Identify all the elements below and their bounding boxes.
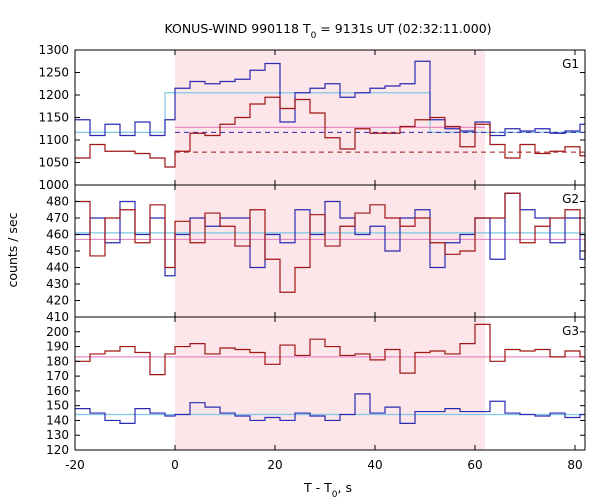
y-tick-label: 170 xyxy=(46,369,69,383)
y-tick-label: 200 xyxy=(46,325,69,339)
y-tick-label: 420 xyxy=(46,294,69,308)
panel-frame xyxy=(74,316,586,451)
panel-g2: 410 420 430 440 450 460 470 480 G2 xyxy=(46,184,586,324)
y-tick-label: 1150 xyxy=(38,111,69,125)
x-tick-label: -20 xyxy=(65,458,85,472)
y-tick-label: 140 xyxy=(46,413,69,427)
series-line xyxy=(75,192,586,293)
y-tick-label: 1100 xyxy=(38,133,69,147)
x-tick-label: 20 xyxy=(267,458,282,472)
y-tick-label: 1050 xyxy=(38,156,69,170)
y-tick-label: 460 xyxy=(46,228,69,242)
y-tick-label: 1300 xyxy=(38,43,69,57)
series-line xyxy=(75,393,585,424)
panel-label: G1 xyxy=(562,57,579,71)
y-tick-label: 480 xyxy=(46,195,69,209)
y-tick-label: 120 xyxy=(46,443,69,457)
y-tick-label: 410 xyxy=(46,310,69,324)
x-tick-label: 80 xyxy=(567,458,582,472)
y-tick-label: 1200 xyxy=(38,88,69,102)
shaded-interval xyxy=(175,185,485,317)
panel-g1: 1000 1050 1100 1150 1200 1250 1300 G1 xyxy=(38,43,586,192)
chart-title: KONUS-WIND 990118 T0 = 9131s UT (02:32:1… xyxy=(164,21,491,41)
panel-label: G3 xyxy=(562,324,579,338)
y-tick-label: 160 xyxy=(46,384,69,398)
x-tick-label: 0 xyxy=(171,458,179,472)
y-tick-label: 440 xyxy=(46,261,69,275)
series-line xyxy=(75,96,586,168)
x-tick-label: 60 xyxy=(467,458,482,472)
y-tick-label: 190 xyxy=(46,340,69,354)
y-tick-label: 130 xyxy=(46,428,69,442)
series-line xyxy=(75,60,585,137)
y-tick-label: 1250 xyxy=(38,66,69,80)
shaded-interval xyxy=(175,317,485,450)
panel-label: G2 xyxy=(562,192,579,206)
x-axis-label: T - T0, s xyxy=(303,480,352,500)
y-tick-label: 180 xyxy=(46,354,69,368)
y-tick-label: 1000 xyxy=(38,178,69,192)
series-line xyxy=(75,323,585,376)
x-tick-label: 40 xyxy=(367,458,382,472)
y-tick-label: 470 xyxy=(46,211,69,225)
y-tick-label: 150 xyxy=(46,399,69,413)
y-tick-label: 430 xyxy=(46,277,69,291)
y-axis-label: counts / sec xyxy=(5,212,20,287)
y-tick-label: 450 xyxy=(46,244,69,258)
